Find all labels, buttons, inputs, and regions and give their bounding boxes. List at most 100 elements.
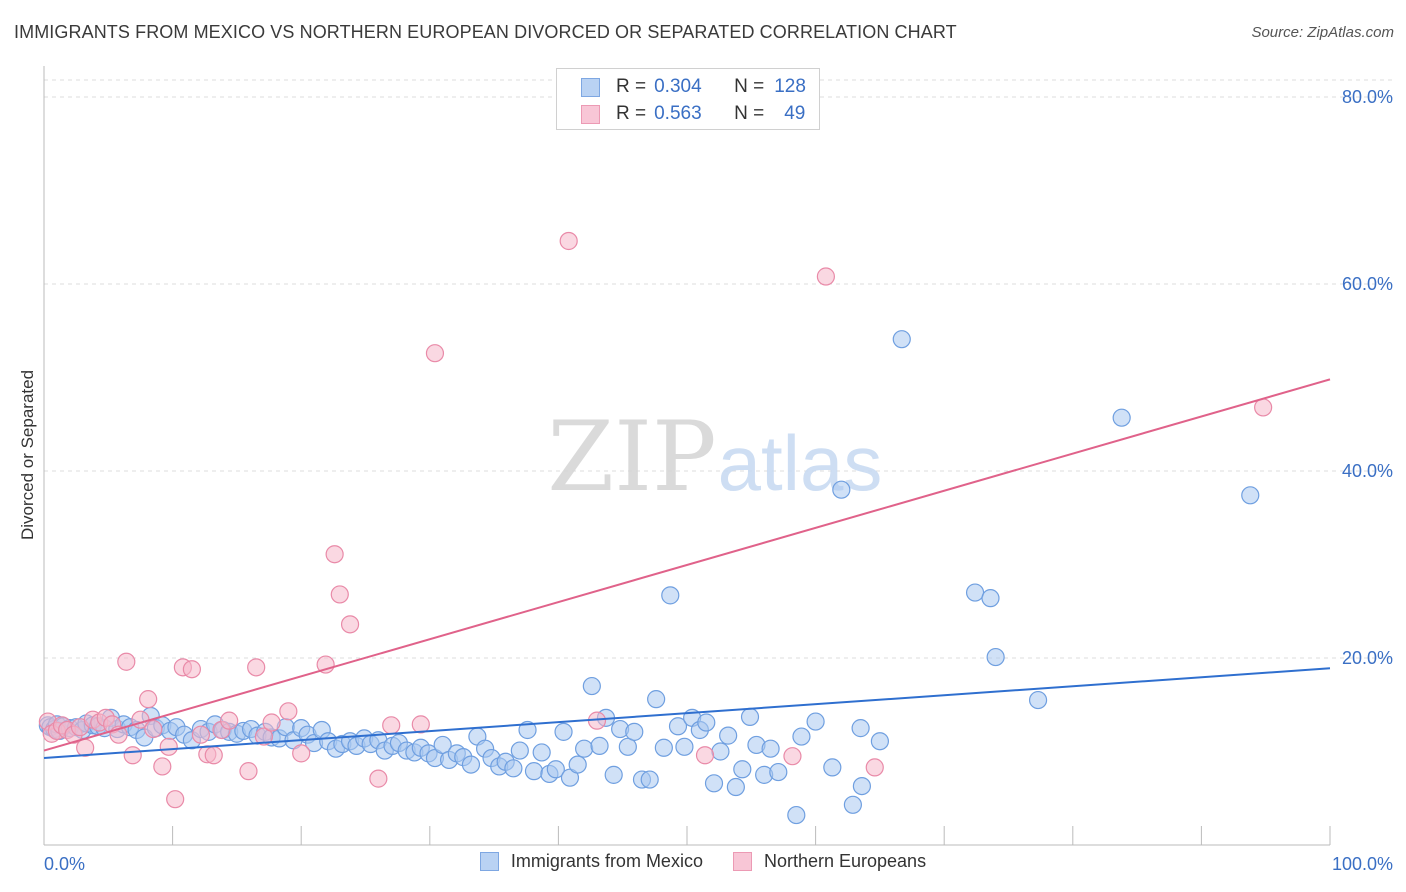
mexico-point	[433, 735, 452, 755]
northern-point	[695, 746, 715, 765]
mexico-point	[640, 770, 659, 789]
mexico-point	[647, 690, 666, 709]
mexico-point	[1241, 486, 1260, 505]
r-value: 0.563	[654, 103, 702, 124]
trend-line-northern	[43, 378, 1331, 752]
legend-label-mexico: Immigrants from Mexico	[510, 851, 703, 871]
northern-point	[325, 545, 344, 564]
watermark-atlas: atlas	[718, 419, 883, 507]
mexico-point	[461, 755, 481, 774]
northern-point	[865, 758, 884, 777]
mexico-point	[625, 722, 644, 741]
source-label: Source: ZipAtlas.com	[1251, 24, 1394, 41]
northern-point	[262, 713, 281, 732]
mexico-point	[518, 720, 537, 740]
x-tick-label-max: 100.0%	[1332, 854, 1393, 874]
mexico-point	[711, 742, 730, 761]
chart-title: IMMIGRANTS FROM MEXICO VS NORTHERN EUROP…	[14, 22, 957, 42]
x-tick-labels: 0.0% 100.0%	[44, 854, 1393, 874]
northern-point	[159, 737, 178, 756]
mexico-point	[590, 736, 609, 755]
mexico-point	[554, 722, 573, 741]
mexico-point	[675, 737, 694, 756]
mexico-point	[843, 795, 862, 814]
mexico-point	[832, 480, 851, 499]
mexico-point	[981, 589, 1000, 608]
mexico-point	[1028, 690, 1048, 710]
mexico-point	[719, 726, 738, 745]
mexico-point	[769, 762, 788, 782]
northern-point	[76, 738, 95, 757]
northern-point	[816, 267, 835, 286]
y-tick-label: 80.0%	[1342, 87, 1393, 107]
mexico-point	[575, 739, 594, 758]
northern-point	[340, 615, 360, 634]
mexico-point	[806, 712, 825, 731]
n-label: N =	[734, 76, 765, 97]
stats-legend: R = 0.304 N = 128 R = 0.563 N = 49	[556, 68, 820, 130]
mexico-point	[792, 727, 811, 746]
n-value: 49	[784, 103, 806, 124]
northern-point	[382, 716, 401, 735]
mexico-point	[733, 760, 752, 779]
mexico-point	[740, 707, 760, 727]
northern-point	[1254, 398, 1273, 417]
mexico-point	[870, 732, 890, 751]
mexico-point	[582, 676, 601, 696]
northern-point	[144, 719, 163, 739]
northern-point	[254, 727, 274, 746]
northern-point	[369, 769, 388, 788]
mexico-point	[654, 738, 673, 757]
mexico-point	[661, 586, 680, 605]
mexico-point	[504, 759, 523, 778]
y-tick-labels: 20.0% 40.0% 60.0% 80.0%	[1342, 87, 1393, 668]
mexico-point	[823, 758, 842, 777]
n-value: 128	[774, 76, 806, 97]
mexico-point	[787, 805, 806, 825]
mexico-point	[986, 647, 1005, 667]
northern-point	[191, 725, 210, 744]
mexico-point	[510, 741, 529, 760]
northern-point	[330, 585, 349, 604]
mexico-point	[697, 713, 716, 732]
trend-line-mexico	[43, 667, 1331, 760]
trend-lines	[43, 378, 1331, 760]
northern-point	[117, 652, 136, 671]
mexico-point	[546, 760, 565, 779]
northern-point	[182, 660, 201, 679]
legend-item-mexico: Immigrants from Mexico	[479, 851, 703, 872]
mexico-point	[892, 330, 911, 349]
mexico-legend-swatch	[479, 852, 499, 871]
mexico-point	[618, 737, 637, 756]
mexico-point	[524, 762, 544, 781]
northern-point	[220, 711, 239, 730]
legend-label-northern: Northern Europeans	[763, 851, 927, 871]
r-label: R =	[616, 103, 647, 124]
y-tick-label: 20.0%	[1342, 648, 1393, 668]
mexico-point	[568, 755, 587, 774]
mexico-point	[668, 717, 688, 736]
x-tick-label-min: 0.0%	[44, 854, 85, 874]
mexico-point	[532, 743, 551, 762]
northern-point	[783, 747, 802, 766]
y-axis-title: Divorced or Separated	[18, 369, 37, 541]
northern-point	[239, 762, 258, 781]
mexico-point	[1112, 408, 1131, 427]
r-value: 0.304	[654, 76, 702, 97]
mexico-point	[852, 776, 871, 796]
mexico-swatch	[581, 77, 600, 97]
northern-point	[139, 690, 158, 709]
legend-item-northern: Northern Europeans	[732, 851, 927, 872]
northern-point	[411, 715, 430, 734]
northern-swatch	[581, 104, 600, 124]
northern-point	[292, 744, 311, 763]
mexico-point	[704, 774, 724, 793]
stats-row-mexico: R = 0.304 N = 128	[581, 75, 806, 99]
northern-legend-swatch	[732, 852, 752, 871]
mexico-point	[726, 777, 745, 797]
y-tick-label: 60.0%	[1342, 274, 1393, 294]
mexico-point	[851, 719, 870, 738]
gridlines	[44, 79, 1392, 659]
series-northern-points	[38, 231, 1273, 809]
